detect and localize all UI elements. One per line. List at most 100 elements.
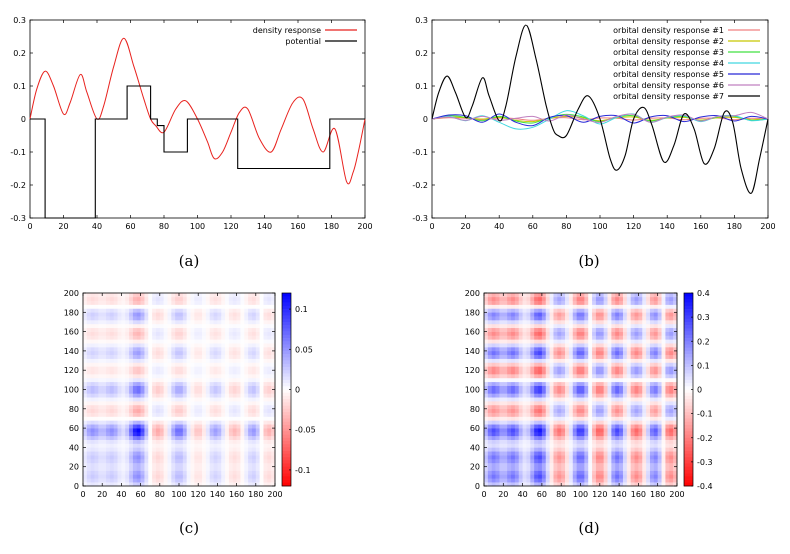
panel-c-heatmap-cell — [228, 327, 234, 332]
panel-c-heatmap-cell — [225, 370, 230, 375]
panel-c-heatmap-cell — [113, 331, 118, 336]
panel-c-heatmap-cell — [202, 455, 207, 460]
panel-c-heatmap-cell — [152, 350, 157, 356]
panel-d-heatmap-cell — [503, 323, 508, 329]
panel-c-heatmap-cell — [140, 439, 145, 444]
panel-c-heatmap-cell — [129, 420, 134, 425]
panel-c-heatmap-cell — [159, 354, 164, 359]
panel-c-heatmap-cell — [163, 323, 168, 329]
panel-c-heatmap-cell — [121, 462, 126, 467]
panel-c-heatmap-cell — [244, 451, 249, 456]
panel-d-heatmap-cell — [568, 482, 574, 487]
panel-c-heatmap-cell — [236, 304, 241, 309]
panel-c-heatmap-cell — [140, 428, 145, 433]
panel-d-heatmap-cell — [553, 331, 558, 336]
panel-d-heatmap-cell — [615, 447, 620, 452]
panel-d-heatmap-cell — [576, 350, 581, 356]
panel-d-heatmap-cell — [607, 408, 612, 413]
panel-c-heatmap-cell — [148, 447, 153, 452]
panel-c-heatmap-cell — [221, 389, 226, 394]
panel-d-heatmap-cell — [592, 358, 597, 363]
panel-d-heatmap-cell — [522, 462, 527, 467]
panel-c-heatmap-cell — [240, 416, 245, 421]
panel-c-ytick-label: 180 — [64, 308, 79, 317]
panel-d-heatmap-cell — [626, 316, 631, 321]
panel-d-heatmap-cell — [634, 439, 639, 444]
panel-c-heatmap-cell — [163, 474, 168, 479]
panel-d-heatmap-cell — [622, 466, 628, 471]
panel-d-heatmap-cell — [646, 370, 651, 375]
panel-c-heatmap-cell — [90, 466, 95, 471]
panel-d-heatmap-cell — [530, 462, 535, 467]
panel-d-heatmap-cell — [595, 401, 601, 406]
panel-d-heatmap-cell — [549, 397, 554, 402]
panel-d-heatmap-cell — [646, 435, 651, 440]
panel-d-heatmap-cell — [484, 381, 489, 386]
panel-c-heatmap-cell — [194, 401, 199, 406]
panel-c-heatmap-cell — [236, 362, 241, 367]
panel-d-heatmap-cell — [507, 323, 512, 329]
panel-c-heatmap-cell — [171, 393, 176, 398]
panel-d-heatmap-cell — [588, 455, 593, 460]
panel-d-heatmap-cell — [538, 447, 543, 452]
panel-d-heatmap-cell — [588, 439, 593, 444]
panel-c-heatmap-cell — [232, 474, 237, 479]
panel-d-heatmap-cell — [646, 443, 651, 448]
panel-c-heatmap-cell — [163, 347, 168, 352]
panel-d-heatmap-cell — [607, 320, 612, 325]
panel-c-heatmap-cell — [267, 401, 272, 406]
panel-c-heatmap-cell — [171, 366, 176, 371]
panel-c-heatmap-cell — [198, 412, 203, 417]
panel-d-heatmap-cell — [538, 312, 543, 317]
panel-c-heatmap-cell — [90, 431, 95, 437]
panel-d-heatmap-cell — [595, 347, 601, 352]
panel-d-heatmap-cell — [584, 374, 589, 379]
panel-d-heatmap-cell — [507, 335, 512, 340]
panel-d-heatmap-cell — [561, 320, 566, 325]
panel-c-colorbar-segment — [282, 440, 291, 445]
panel-d-heatmap-cell — [538, 362, 543, 367]
panel-d-heatmap-cell — [541, 455, 547, 460]
panel-d-heatmap-cell — [538, 316, 543, 321]
panel-c-heatmap-cell — [94, 435, 99, 440]
panel-d-heatmap-cell — [611, 377, 616, 383]
panel-d-heatmap-cell — [592, 377, 597, 383]
panel-c-heatmap-cell — [155, 420, 161, 425]
panel-c-heatmap-cell — [213, 408, 218, 413]
panel-d-heatmap-cell — [538, 385, 543, 390]
panel-c-heatmap-cell — [102, 304, 107, 309]
panel-c-heatmap-cell — [109, 354, 115, 359]
panel-d-heatmap-cell — [503, 439, 508, 444]
panel-b-ticks: 0 20 40 60 80 100 120 140 160 180 200-0.3-0.2-0.10… — [412, 16, 775, 231]
panel-d-heatmap-cell — [584, 381, 589, 386]
panel-c-heatmap-cell — [102, 435, 107, 440]
panel-d-heatmap-cell — [538, 428, 543, 433]
panel-c-heatmap-cell — [179, 370, 184, 375]
panel-c-heatmap-cell — [132, 343, 138, 348]
panel-d-heatmap-cell — [557, 312, 562, 317]
panel-d-heatmap-cell — [576, 466, 581, 471]
panel-d-heatmap-cell — [514, 474, 520, 479]
panel-b-legend-label-5: orbital density response #5 — [613, 70, 724, 79]
panel-d-heatmap-cell — [599, 316, 604, 321]
panel-c-heatmap-cell — [194, 354, 199, 359]
panel-d-heatmap-cell — [526, 296, 531, 302]
panel-d-heatmap-cell — [580, 377, 585, 383]
panel-c-heatmap-cell — [263, 316, 268, 321]
panel-c-heatmap-cell — [271, 347, 276, 352]
panel-d-heatmap-cell — [549, 300, 554, 305]
panel-c-heatmap-cell — [190, 424, 195, 429]
panel-d-heatmap-cell — [634, 466, 639, 471]
panel-d-heatmap-cell — [561, 416, 566, 421]
panel-d-heatmap-cell — [511, 447, 516, 452]
panel-c-heatmap-cell — [113, 447, 118, 452]
panel-d-heatmap-cell — [499, 458, 504, 464]
panel-c-heatmap-cell — [179, 393, 184, 398]
panel-d-heatmap-cell — [561, 312, 566, 317]
panel-d-heatmap-cell — [526, 393, 531, 398]
panel-d-heatmap-cell — [626, 393, 631, 398]
panel-c-heatmap-cell — [83, 320, 88, 325]
panel-d-heatmap-cell — [522, 401, 527, 406]
panel-d-heatmap-cell — [646, 408, 651, 413]
panel-c-heatmap-cell — [140, 397, 145, 402]
